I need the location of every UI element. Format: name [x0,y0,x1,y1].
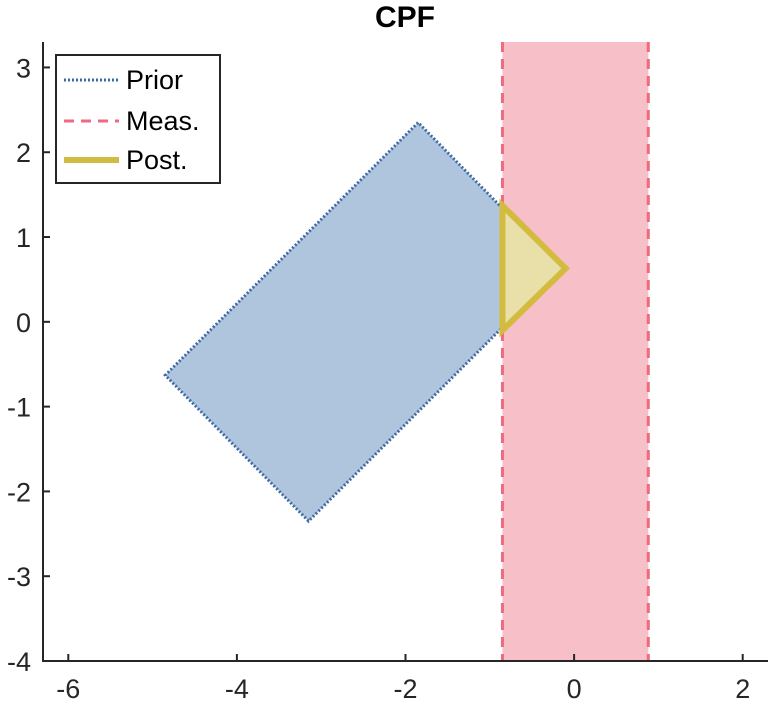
axes: -6 -4 -2 0 2 -4 -3 -2 -1 0 1 2 3 [7,42,768,704]
measurement-band-fill [502,42,649,661]
plot-area [163,42,650,661]
y-tick-label: -2 [7,477,31,507]
legend: Prior Meas. Post. [55,54,221,184]
prior-region-fill [165,122,562,522]
x-tick-label: -2 [393,674,417,704]
y-tick-label: 1 [16,223,31,253]
y-tick-label: -1 [7,393,31,423]
legend-item-prior-label: Prior [126,65,183,95]
y-tick-label: 2 [16,138,31,168]
x-tick-label: 2 [735,674,750,704]
x-tick-label: -4 [225,674,249,704]
prior-region-outline [163,120,564,524]
x-tick-label: -6 [56,674,80,704]
y-tick-label: 3 [16,53,31,83]
y-tick-label: -4 [7,647,31,677]
chart-title: CPF [375,1,435,34]
legend-item-meas-label: Meas. [126,106,200,136]
legend-item-post-label: Post. [126,145,188,175]
x-tick-label: 0 [567,674,582,704]
y-tick-label: 0 [16,308,31,338]
posterior-region [499,198,570,338]
y-tick-label: -3 [7,562,31,592]
